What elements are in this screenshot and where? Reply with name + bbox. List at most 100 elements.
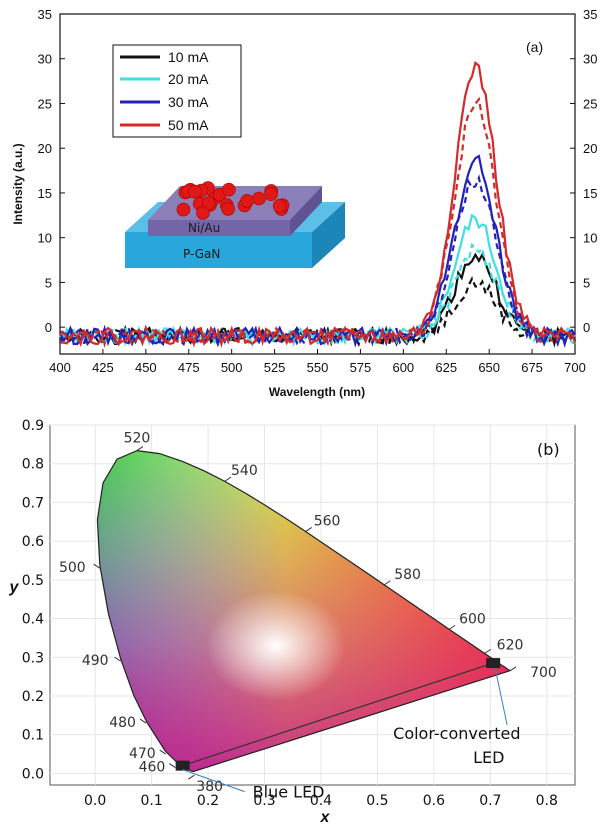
y-tick-label: 0.8 [22,457,44,473]
red-particle [240,194,254,208]
quantum-dot-particles [176,181,290,220]
y-tick-label: 15 [38,186,52,201]
wavelength-label-540: 540 [231,463,258,479]
panel-a-spectrum-chart: Ni/Au P-GaN 400 425 450 475 500 525 550 575 600 6… [11,7,597,399]
wavelength-tick-mark [114,656,121,662]
blue-led-label: Blue LED [253,783,325,802]
panel-b-label: (b) [537,440,560,459]
wavelength-tick-mark [509,666,517,672]
x-tick-label: 550 [307,360,329,375]
y-tick-label: 25 [38,96,52,111]
y-tick-label: 0.7 [22,495,44,511]
series-10ma-dashed [59,276,577,347]
converted-led-leader-line [494,667,508,726]
x-tick-label: 0.8 [536,793,558,809]
cie-spectral-locus [96,449,512,773]
y-tick-label: 0.1 [22,728,44,744]
panel-b-x-axis-title: x [320,809,331,826]
x-tick-label: 675 [521,360,543,375]
red-particle [222,182,236,197]
red-particle [264,187,278,201]
y-tick-label: 0.5 [22,573,44,589]
panel-b-axes-ticks: 0.0 0.1 0.2 0.3 0.4 0.5 0.6 0.7 0.8 0.0 0.1 0.2 0.3 0… [22,418,558,809]
inset-label-pgan: P-GaN [183,247,220,261]
wavelength-label-470: 470 [129,746,156,762]
x-tick-label: 0.3 [253,793,275,809]
x-tick-label: 0.0 [84,793,106,809]
x-tick-label: 700 [564,360,586,375]
y-tick-label: 10 [38,231,52,246]
panel-b-cie-chart: 380460470480490500520540560580600620700 … [9,418,576,826]
panel-a-y-axis-title: Intensity (a.u.) [11,143,25,224]
panel-b-y-axis-title: y [9,579,20,596]
wavelength-tick-mark [159,749,167,755]
y-right-tick-label: 30 [583,52,597,67]
legend-label-10ma: 10 mA [168,49,209,65]
y-tick-label: 0.4 [22,612,44,628]
legend-label-20ma: 20 mA [168,71,209,87]
inset-label-niau: Ni/Au [188,221,220,235]
x-tick-label: 450 [135,360,157,375]
y-right-tick-label: 35 [583,7,597,22]
panel-b-data-points: Blue LED Color-converted LED [175,658,521,802]
x-tick-label: 400 [49,360,71,375]
wavelength-tick-mark [484,648,491,654]
marker-color-converted-led [486,658,501,669]
wavelength-tick-mark [224,476,232,482]
wavelength-label-700: 700 [530,665,557,681]
red-particle [221,202,235,216]
x-tick-label: 425 [92,360,114,375]
converted-led-label-line2: LED [473,748,504,767]
wavelength-label-460: 460 [139,760,166,776]
x-tick-label: 525 [264,360,286,375]
y-right-tick-label: 15 [583,186,597,201]
y-right-tick-label: 0 [583,320,590,335]
y-right-tick-label: 20 [583,141,597,156]
y-right-tick-label: 5 [583,275,590,290]
panel-a-axes-ticks: 400 425 450 475 500 525 550 575 600 625 650 675 7000… [38,7,598,375]
blue-to-red-connector-line [182,662,494,767]
wavelength-label-500: 500 [59,560,86,576]
y-tick-label: 20 [38,141,52,156]
y-tick-label: 35 [38,7,52,22]
x-tick-label: 650 [478,360,500,375]
wavelength-tick-mark [305,527,313,532]
wavelength-label-580: 580 [394,567,421,583]
wavelength-label-600: 600 [459,611,486,627]
wavelength-tick-mark [169,763,176,768]
y-right-tick-label: 25 [583,96,597,111]
x-tick-label: 0.5 [366,793,388,809]
x-tick-label: 0.4 [310,793,332,809]
x-tick-label: 0.6 [423,793,445,809]
wavelength-label-480: 480 [109,715,136,731]
panel-a-x-axis-title: Wavelength (nm) [269,385,365,399]
red-particle [272,199,287,213]
red-particle [196,206,210,220]
wavelength-label-380: 380 [196,779,223,795]
y-tick-label: 0 [45,320,52,335]
red-particle [252,191,266,206]
wavelength-label-490: 490 [82,653,109,669]
y-right-tick-label: 10 [583,231,597,246]
wavelength-label-620: 620 [497,637,524,653]
series-50ma-solid [59,61,577,349]
wavelength-label-520: 520 [124,431,151,447]
marker-blue-led [175,760,190,771]
x-tick-label: 0.2 [197,793,219,809]
y-tick-label: 5 [45,275,52,290]
legend-label-30ma: 30 mA [168,94,209,110]
red-particle [176,202,191,217]
y-tick-label: 0.9 [22,418,44,434]
x-tick-label: 575 [350,360,372,375]
y-tick-label: 0.6 [22,534,44,550]
panel-a-label: (a) [526,39,543,55]
wavelength-tick-mark [188,774,195,780]
converted-led-label: Color-converted [393,724,520,743]
wavelength-tick-mark [383,580,391,586]
y-tick-label: 0.0 [22,766,44,782]
series-50ma-dashed [59,96,576,349]
inset-device-illustration: Ni/Au P-GaN [125,181,345,268]
wavelength-tick-mark [139,718,147,724]
wavelength-tick-mark [136,446,144,451]
